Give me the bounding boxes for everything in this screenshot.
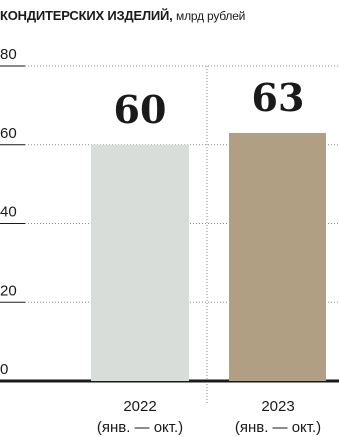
chart-unit: млрд рублей <box>176 9 246 23</box>
data-label-2022: 60 <box>114 87 167 132</box>
y-tick-label-80: 80 <box>0 46 17 63</box>
bar-layer <box>91 132 326 381</box>
y-tick-label-0: 0 <box>0 361 8 378</box>
x-tick-label-2022: 2022 <box>123 398 156 415</box>
bar-2023 <box>229 132 326 381</box>
x-tick-sublabel-2022: (янв. — окт.) <box>97 419 183 436</box>
chart-title-text: КОНДИТЕРСКИХ ИЗДЕЛИЙ, <box>0 8 173 23</box>
y-tick-label-20: 20 <box>0 282 17 299</box>
y-tick-label-60: 60 <box>0 125 17 142</box>
y-tick-label-40: 40 <box>0 204 17 221</box>
chart-title: КОНДИТЕРСКИХ ИЗДЕЛИЙ, млрд рублей <box>0 8 245 23</box>
data-label-2023: 63 <box>252 75 305 120</box>
x-tick-sublabel-2023: (янв. — окт.) <box>235 419 321 436</box>
label-layer: 0 20 40 60 80 60 2022 (янв. — окт.) 63 2023 (янв. … <box>0 46 321 436</box>
x-tick-label-2023: 2023 <box>261 398 294 415</box>
bar-2022 <box>91 144 189 381</box>
